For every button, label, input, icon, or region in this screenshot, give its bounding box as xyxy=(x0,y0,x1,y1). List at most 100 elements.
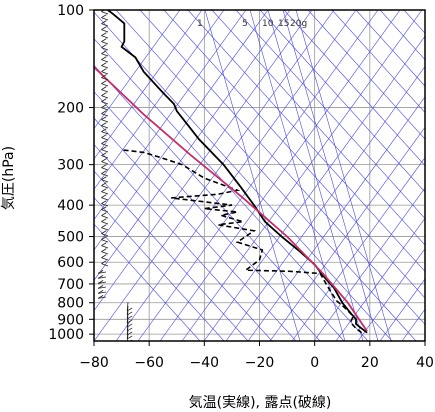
y-tick-label-9: 1000 xyxy=(48,327,84,343)
guide-line-19 xyxy=(357,248,425,341)
guide-line-30 xyxy=(94,117,297,341)
wind-barb-17 xyxy=(101,110,109,117)
guide-line-52 xyxy=(295,10,392,341)
wind-barb-30 xyxy=(101,188,109,195)
guide-line-8 xyxy=(115,10,357,341)
wind-barb-36 xyxy=(101,224,109,231)
guide-line-18 xyxy=(335,217,425,341)
guide-line-17 xyxy=(313,187,425,341)
wind-barb-26 xyxy=(101,164,109,171)
wind-barb-22 xyxy=(101,140,109,147)
guide-line-27 xyxy=(94,197,225,341)
x-tick-label-1: −60 xyxy=(134,355,164,371)
x-tick-label-0: −80 xyxy=(79,355,109,371)
x-tick-label-3: −20 xyxy=(245,355,275,371)
y-axis-title: 気圧(hPa) xyxy=(1,146,17,210)
wind-barb-34 xyxy=(101,212,109,219)
wind-barb-40 xyxy=(101,248,109,255)
guide-line-39 xyxy=(211,10,425,246)
guide-line-49 xyxy=(249,10,346,341)
guide-line-31 xyxy=(94,91,321,341)
guide-line-26 xyxy=(94,223,201,341)
x-tick-label-6: 40 xyxy=(416,355,434,371)
y-tick-label-4: 500 xyxy=(57,230,84,246)
guide-line-2 xyxy=(94,10,225,190)
wind-barb-6 xyxy=(101,44,109,51)
y-tick-label-2: 300 xyxy=(57,158,84,174)
mix-label-1: 1 xyxy=(197,19,203,29)
guide-line-7 xyxy=(94,10,335,341)
y-tick-label-5: 600 xyxy=(57,255,84,271)
mix-label-5: 5 xyxy=(242,19,248,29)
wind-barb-16 xyxy=(101,104,109,111)
wind-barb-47 xyxy=(97,290,107,294)
wind-barb-10 xyxy=(101,68,109,75)
wind-barb-45 xyxy=(97,280,107,284)
guide-line-3 xyxy=(94,10,247,221)
y-tick-label-7: 800 xyxy=(57,296,84,312)
reference-lines xyxy=(94,10,425,341)
wind-barb-9 xyxy=(101,62,109,69)
guide-line-51 xyxy=(282,10,379,341)
guide-line-4 xyxy=(94,10,269,251)
wind-barb-3 xyxy=(101,26,109,33)
wind-barb-37 xyxy=(101,230,109,237)
wind-barb-1 xyxy=(101,14,109,21)
guide-line-28 xyxy=(94,170,249,341)
wind-barb-38 xyxy=(101,236,109,243)
wind-barb-8 xyxy=(101,56,109,63)
wind-barb-11 xyxy=(101,74,109,81)
guide-line-29 xyxy=(94,144,273,341)
guide-line-9 xyxy=(137,10,379,341)
guide-line-34 xyxy=(94,11,393,341)
mix-label-15: 15 xyxy=(278,19,289,29)
guide-line-44 xyxy=(331,10,425,114)
guide-line-12 xyxy=(203,35,425,341)
guide-line-48 xyxy=(204,10,301,341)
x-tick-label-4: 0 xyxy=(310,355,319,371)
wind-barb-25 xyxy=(101,158,109,165)
wind-barb-28 xyxy=(101,176,109,183)
wind-barb-4 xyxy=(101,32,109,39)
wind-barb-23 xyxy=(101,146,109,153)
guide-line-10 xyxy=(159,10,401,341)
wind-barb-19 xyxy=(101,122,109,129)
guide-line-40 xyxy=(235,10,425,219)
mixing-ratio-labels: 1 5 10 15 20g xyxy=(197,19,307,29)
guide-line-36 xyxy=(139,10,425,325)
guide-line-32 xyxy=(94,64,345,341)
guide-line-6 xyxy=(94,10,313,312)
wind-barb-18 xyxy=(101,116,109,123)
guide-line-20 xyxy=(379,278,425,341)
mix-label-10: 10 xyxy=(262,19,274,29)
mix-label-20g: 20g xyxy=(290,19,307,29)
wind-barb-41 xyxy=(101,254,109,261)
wind-barbs xyxy=(97,10,133,341)
wind-barb-27 xyxy=(101,170,109,177)
guide-line-15 xyxy=(269,126,425,341)
y-tick-label-8: 900 xyxy=(57,312,84,328)
guide-line-13 xyxy=(225,66,425,341)
guide-line-38 xyxy=(187,10,425,272)
data-series xyxy=(94,10,368,334)
guide-line-1 xyxy=(94,10,203,160)
series-line-2 xyxy=(94,66,368,332)
wind-barb-46 xyxy=(97,285,107,289)
wind-barb-31 xyxy=(101,194,109,201)
y-tick-label-6: 700 xyxy=(57,277,84,293)
wind-barb-43 xyxy=(97,270,107,274)
guide-line-43 xyxy=(307,10,425,140)
wind-barb-39 xyxy=(101,242,109,249)
y-tick-label-0: 100 xyxy=(57,3,84,19)
wind-barb-32 xyxy=(101,200,109,207)
x-tick-label-5: 20 xyxy=(361,355,379,371)
wind-barb-2 xyxy=(101,20,109,27)
wind-barb-33 xyxy=(101,206,109,213)
guide-line-41 xyxy=(259,10,425,193)
y-tick-label-1: 200 xyxy=(57,101,84,117)
x-axis-ticks: −80 −60 −40 −20 0 20 40 xyxy=(79,341,434,371)
guide-line-33 xyxy=(94,38,369,341)
guide-line-35 xyxy=(115,10,417,341)
